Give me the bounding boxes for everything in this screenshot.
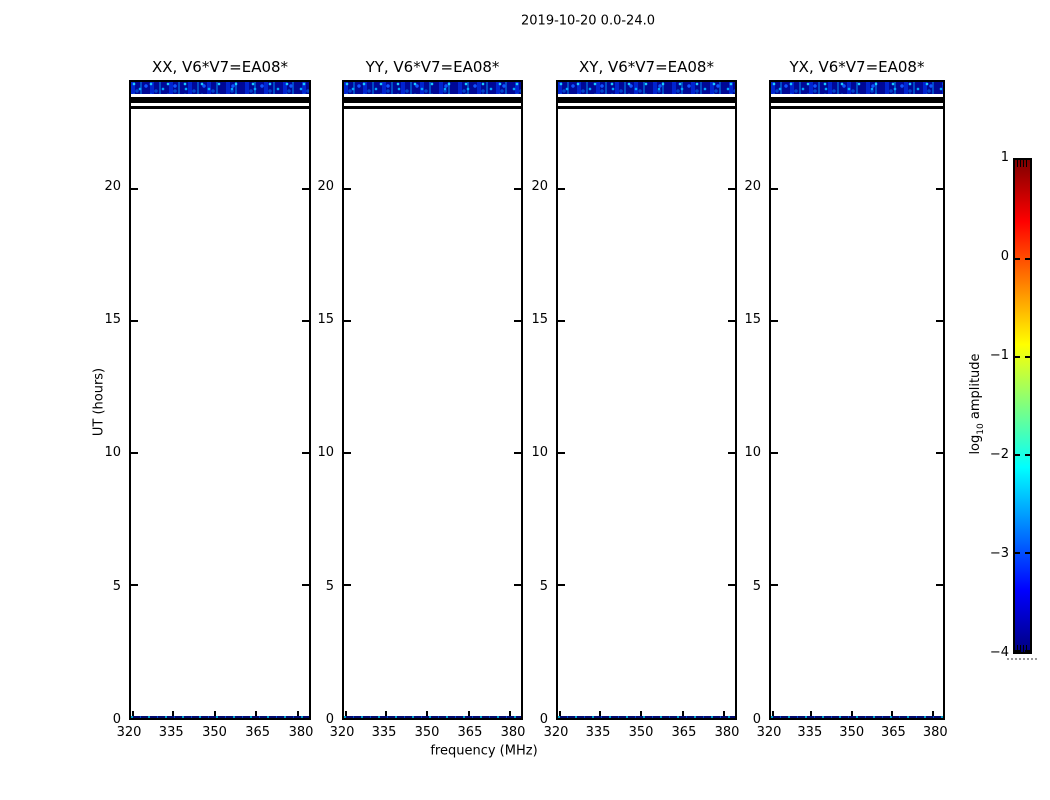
colorbar-label-prefix: log xyxy=(968,434,984,455)
x-tick-label: 335 xyxy=(797,725,823,740)
x-tick-label: 380 xyxy=(288,725,314,740)
bottom-data-row xyxy=(771,716,943,718)
bottom-data-row xyxy=(131,716,309,718)
rfi-data-band xyxy=(771,82,943,94)
x-tick-label: 320 xyxy=(543,725,569,740)
axes-frame xyxy=(342,80,523,720)
x-tick-label: 380 xyxy=(714,725,740,740)
panel-title: YY, V6*V7=EA08* xyxy=(365,58,500,76)
bottom-data-row xyxy=(344,716,521,718)
flagged-row xyxy=(771,106,943,109)
flagged-row xyxy=(131,106,309,109)
x-tick-label: 380 xyxy=(922,725,948,740)
x-tick-label: 365 xyxy=(881,725,906,740)
flagged-band xyxy=(131,97,309,103)
axes-frame xyxy=(556,80,737,720)
x-tick-label: 365 xyxy=(671,725,697,740)
x-tick-label: 350 xyxy=(414,725,440,740)
x-tick-label: 320 xyxy=(756,725,782,740)
y-tick-label: 0 xyxy=(325,712,334,727)
y-tick-label: 0 xyxy=(752,712,761,727)
x-tick-label: 350 xyxy=(839,725,865,740)
flagged-row xyxy=(558,106,735,109)
y-tick-label: 15 xyxy=(104,312,121,327)
colorbar-tick-label: −3 xyxy=(989,546,1009,561)
y-tick-label: 20 xyxy=(317,179,334,194)
y-tick-label: 10 xyxy=(744,445,761,460)
rfi-data-band xyxy=(558,82,735,94)
y-tick-label: 15 xyxy=(531,312,548,327)
y-tick-label: 20 xyxy=(104,179,121,194)
x-tick-label: 365 xyxy=(457,725,483,740)
x-tick-label: 335 xyxy=(371,725,397,740)
x-tick-label: 335 xyxy=(158,725,184,740)
colorbar-tick-label: −2 xyxy=(989,447,1009,462)
panel-title: YX, V6*V7=EA08* xyxy=(789,58,925,76)
x-tick-label: 320 xyxy=(329,725,355,740)
rfi-data-band xyxy=(131,82,309,94)
flagged-band xyxy=(558,97,735,103)
y-tick-label: 20 xyxy=(744,179,761,194)
y-tick-label: 15 xyxy=(317,312,334,327)
colorbar-tick-label: −1 xyxy=(989,348,1009,363)
figure-title: 2019-10-20 0.0-24.0 xyxy=(521,13,655,29)
y-tick-label: 10 xyxy=(104,445,121,460)
colorbar-tick-label: −4 xyxy=(989,645,1009,660)
panel-title: XX, V6*V7=EA08* xyxy=(151,58,289,76)
flagged-band xyxy=(344,97,521,103)
axes-frame xyxy=(129,80,311,720)
colorbar-tick-label: 0 xyxy=(1000,249,1009,264)
y-tick-label: 5 xyxy=(752,579,761,594)
y-tick-label: 0 xyxy=(539,712,548,727)
y-tick-label: 5 xyxy=(539,579,548,594)
rfi-data-band xyxy=(344,82,521,94)
colorbar-hatch-top xyxy=(1017,160,1028,167)
colorbar-label: log10 amplitude xyxy=(968,353,986,454)
colorbar-tick-label: 1 xyxy=(1000,150,1009,165)
x-tick-label: 350 xyxy=(202,725,227,740)
x-tick-label: 380 xyxy=(500,725,526,740)
panel-title: XY, V6*V7=EA08* xyxy=(579,58,714,76)
axes-frame xyxy=(769,80,945,720)
x-tick-label: 320 xyxy=(116,725,142,740)
panel-xy: XY, V6*V7=EA08* 20 15 10 5 0 320 335 350… xyxy=(531,58,739,740)
colorbar-extend-dots xyxy=(1007,658,1037,660)
x-tick-label: 350 xyxy=(628,725,654,740)
y-tick-label: 5 xyxy=(325,579,334,594)
y-tick-label: 20 xyxy=(531,179,548,194)
colorbar-hatch-bottom xyxy=(1017,645,1028,652)
x-tick-label: 335 xyxy=(585,725,611,740)
colorbar-label-subscript: 10 xyxy=(975,423,986,435)
panel-yx: YX, V6*V7=EA08* 20 15 10 5 0 320 335 350… xyxy=(744,58,947,740)
colorbar xyxy=(1013,158,1032,654)
bottom-data-row xyxy=(558,716,735,718)
y-tick-label: 15 xyxy=(744,312,761,327)
x-tick-label: 365 xyxy=(245,725,271,740)
flagged-band xyxy=(771,97,943,103)
y-tick-label: 10 xyxy=(531,445,548,460)
y-tick-label: 5 xyxy=(112,579,121,594)
panel-xx: XX, V6*V7=EA08* 20 15 10 5 0 320 335 350… xyxy=(104,58,313,740)
panel-yy: YY, V6*V7=EA08* 20 15 10 5 0 320 335 350… xyxy=(317,58,525,740)
y-axis-label: UT (hours) xyxy=(91,367,107,437)
y-tick-label: 10 xyxy=(317,445,334,460)
y-tick-label: 0 xyxy=(112,712,121,727)
colorbar-label-suffix: amplitude xyxy=(968,353,984,424)
flagged-row xyxy=(344,106,521,109)
x-axis-label: frequency (MHz) xyxy=(430,743,538,759)
